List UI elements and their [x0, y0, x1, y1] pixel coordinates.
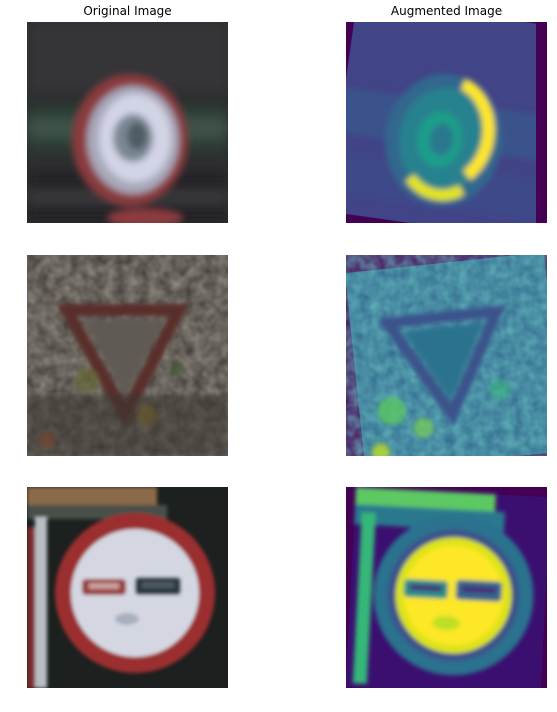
original-image-1 — [27, 22, 228, 223]
original-image-3-picture — [27, 487, 228, 688]
augmented-image-2 — [346, 255, 547, 456]
augmented-image-3 — [346, 487, 547, 688]
original-image-title: Original Image — [83, 4, 172, 18]
original-image-1-picture — [27, 22, 228, 223]
original-image-2-picture — [27, 255, 228, 456]
augmented-image-1 — [346, 22, 547, 223]
augmented-image-2-picture — [346, 255, 547, 456]
augmented-image-1-picture — [346, 22, 547, 223]
augmented-image-3-picture — [346, 487, 547, 688]
augmented-image-title: Augmented Image — [390, 4, 503, 18]
original-image-2 — [27, 255, 228, 456]
original-image-3 — [27, 487, 228, 688]
